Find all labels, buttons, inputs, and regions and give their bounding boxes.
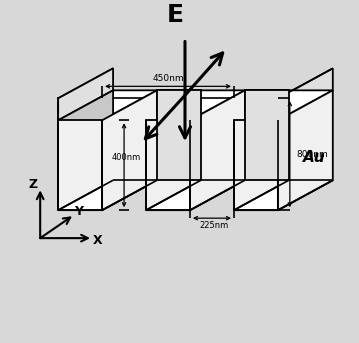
Polygon shape (58, 90, 113, 210)
Text: X: X (92, 234, 102, 247)
Polygon shape (234, 180, 333, 210)
Polygon shape (58, 90, 333, 120)
Polygon shape (245, 90, 289, 180)
Polygon shape (234, 120, 278, 210)
Text: 225nm: 225nm (199, 221, 229, 230)
Text: Z: Z (29, 178, 38, 191)
Text: E: E (167, 3, 183, 27)
Polygon shape (157, 90, 201, 180)
Polygon shape (190, 90, 245, 210)
Text: 800nm: 800nm (296, 150, 328, 159)
Polygon shape (58, 120, 102, 210)
Polygon shape (58, 68, 113, 120)
Polygon shape (146, 120, 190, 210)
Polygon shape (58, 68, 113, 120)
Polygon shape (190, 90, 289, 120)
Polygon shape (58, 98, 278, 120)
Text: Y: Y (74, 205, 83, 218)
Polygon shape (102, 90, 201, 120)
Polygon shape (278, 68, 333, 120)
Polygon shape (146, 180, 245, 210)
Polygon shape (278, 90, 333, 210)
Text: 400nm: 400nm (111, 153, 141, 162)
Polygon shape (58, 180, 157, 210)
Text: Au: Au (303, 150, 325, 165)
Polygon shape (102, 90, 157, 210)
Text: 450nm: 450nm (152, 74, 184, 83)
